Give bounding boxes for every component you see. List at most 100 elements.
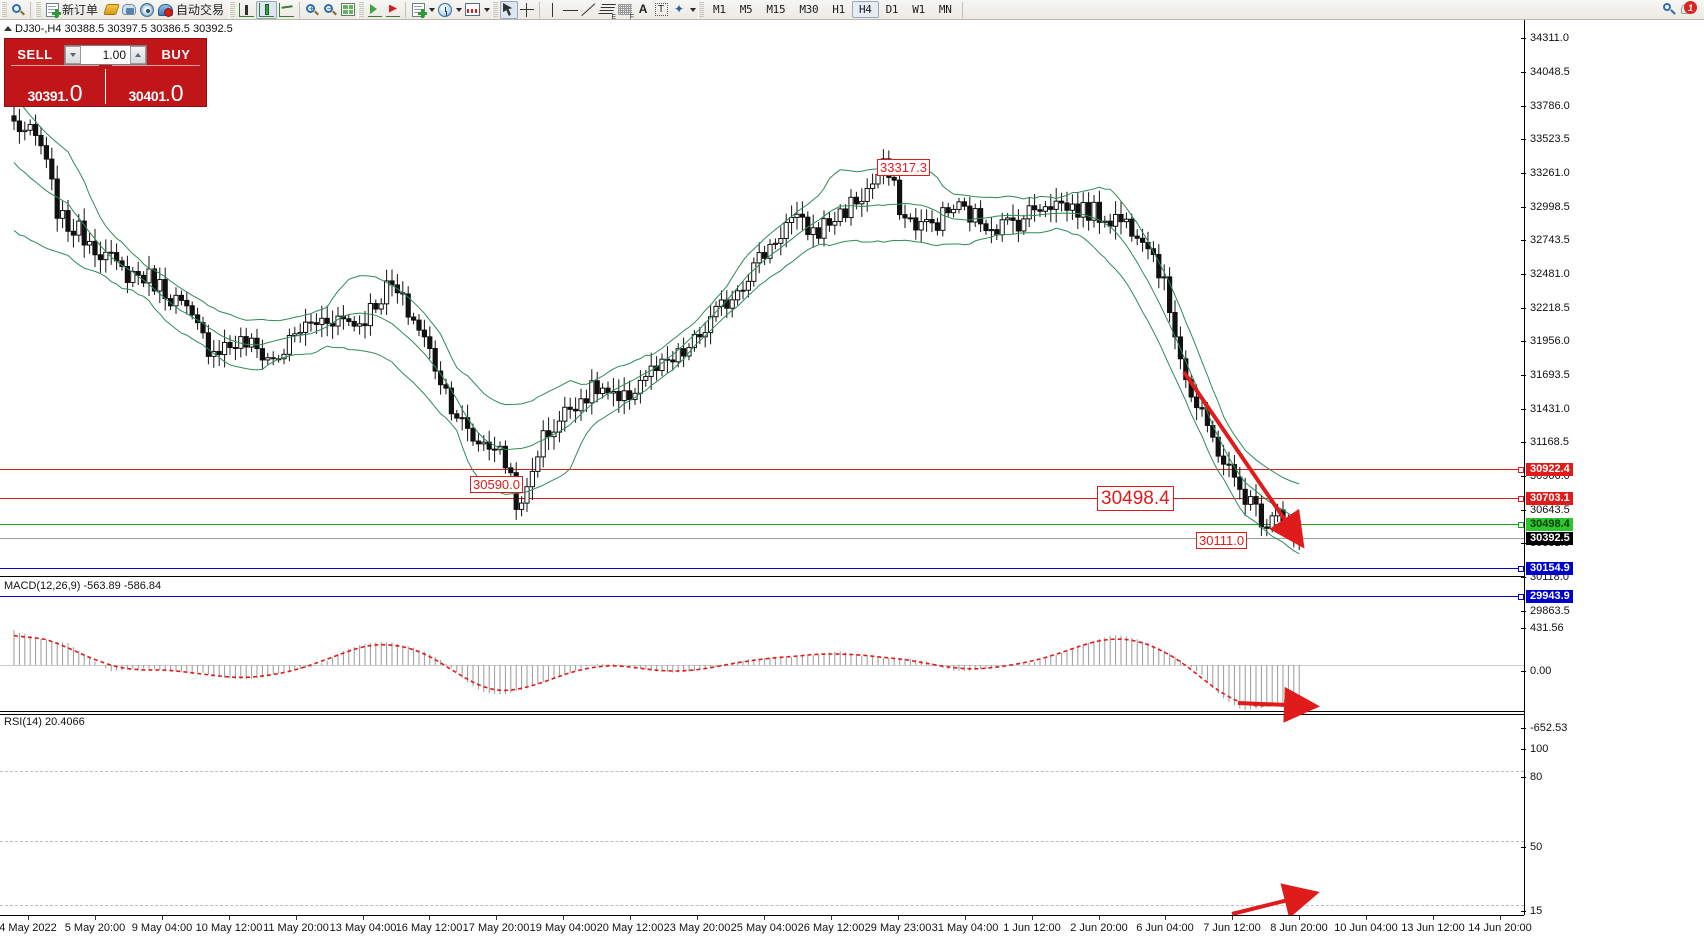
toolbar-grip-3[interactable] bbox=[229, 1, 236, 18]
objects-icon[interactable]: ✦ bbox=[674, 1, 685, 16]
price-axis-tick bbox=[1521, 628, 1526, 629]
price-axis-tick bbox=[1521, 409, 1526, 410]
time-axis-tick bbox=[898, 915, 899, 920]
objects-chevron-down-icon[interactable] bbox=[688, 8, 697, 12]
new-order-label[interactable]: 新订单 bbox=[62, 3, 99, 17]
annotation-30498[interactable]: 30498.4 bbox=[1097, 486, 1174, 511]
timeframe-w1[interactable]: W1 bbox=[912, 3, 925, 16]
time-axis-tick bbox=[496, 915, 497, 920]
price-axis-label: -652.53 bbox=[1530, 722, 1568, 734]
price-level-tag[interactable]: 29943.9 bbox=[1526, 590, 1573, 603]
price-axis-tick bbox=[1521, 671, 1526, 672]
timeframe-d1[interactable]: D1 bbox=[885, 3, 899, 16]
price-axis-label: 100 bbox=[1530, 743, 1549, 755]
trendline-icon[interactable] bbox=[580, 1, 598, 19]
annotation-33317[interactable]: 33317.3 bbox=[877, 159, 930, 176]
search-icon[interactable] bbox=[1660, 1, 1678, 19]
period-chevron-down-icon[interactable] bbox=[454, 8, 463, 12]
notifications-icon[interactable]: 1 bbox=[1678, 1, 1698, 19]
chart-autoscroll-icon[interactable] bbox=[384, 1, 402, 19]
time-axis-label: 13 May 04:00 bbox=[329, 922, 397, 934]
cursor-magnifier-icon[interactable] bbox=[9, 1, 27, 19]
support-line-30154[interactable] bbox=[0, 566, 1524, 572]
add-indicator-chevron-down-icon[interactable] bbox=[427, 8, 436, 12]
vertical-line-icon[interactable] bbox=[543, 1, 561, 19]
current-price-line bbox=[0, 538, 1524, 539]
new-order-icon[interactable] bbox=[43, 1, 61, 19]
price-level-tag[interactable]: 30703.1 bbox=[1526, 492, 1573, 505]
signals-icon[interactable] bbox=[138, 1, 156, 19]
timeframe-mn[interactable]: MN bbox=[938, 3, 952, 16]
toolbar-separator-2 bbox=[299, 1, 301, 18]
macd-panel-bottom-separator bbox=[0, 711, 1524, 712]
timeframe-m30[interactable]: M30 bbox=[799, 3, 819, 16]
toolbar-grip[interactable] bbox=[1, 1, 7, 18]
price-level-tag[interactable]: 30154.9 bbox=[1526, 562, 1573, 575]
volume-value[interactable]: 1.00 bbox=[102, 47, 126, 62]
toolbar-grip-5[interactable] bbox=[492, 1, 499, 18]
autotrading-label[interactable]: 自动交易 bbox=[176, 3, 225, 17]
timeframe-m5[interactable]: M5 bbox=[739, 3, 753, 16]
price-axis-label: 30643.5 bbox=[1530, 504, 1570, 516]
toolbar-separator bbox=[30, 1, 31, 18]
buy-button[interactable]: BUY bbox=[161, 47, 191, 62]
support-line-30498[interactable] bbox=[0, 522, 1524, 528]
toolbar-grip-4[interactable] bbox=[358, 1, 365, 18]
price-level-tag[interactable]: 30392.5 bbox=[1526, 532, 1573, 545]
volume-stepper[interactable]: 1.00 bbox=[64, 44, 147, 65]
autotrading-icon[interactable] bbox=[156, 1, 175, 19]
expert-advisor-icon[interactable] bbox=[102, 1, 120, 19]
one-click-trading-panel[interactable]: SELL 1.00 BUY 30391 . 0 30401 bbox=[4, 38, 207, 107]
candlestick-chart-icon[interactable] bbox=[256, 0, 278, 19]
timeframe-m1[interactable]: M1 bbox=[713, 3, 726, 16]
tile-windows-icon[interactable] bbox=[339, 1, 357, 19]
line-chart-icon[interactable] bbox=[277, 1, 296, 19]
zoom-out-icon[interactable]: − bbox=[321, 1, 339, 19]
buy-underline bbox=[112, 65, 200, 66]
period-icon[interactable] bbox=[436, 1, 454, 19]
annotation-30111[interactable]: 30111.0 bbox=[1196, 532, 1248, 549]
price-axis-tick bbox=[1521, 375, 1526, 376]
annotation-30590[interactable]: 30590.0 bbox=[470, 476, 523, 493]
time-axis-label: 20 May 12:00 bbox=[596, 922, 664, 934]
data-center-icon[interactable] bbox=[120, 1, 138, 19]
sell-button[interactable]: SELL bbox=[17, 47, 53, 62]
support-line-29943[interactable] bbox=[0, 594, 1524, 600]
timeframe-m15[interactable]: M15 bbox=[766, 3, 786, 16]
buy-price[interactable]: 30401 . 0 bbox=[106, 65, 206, 106]
volume-decrease-button[interactable] bbox=[65, 45, 81, 64]
templates-icon[interactable] bbox=[463, 1, 482, 19]
add-indicator-icon[interactable] bbox=[409, 1, 427, 19]
chart-area[interactable]: DJ30-,H4 30388.5 30397.5 30386.5 30392.5 bbox=[0, 20, 1704, 941]
fibonacci-icon[interactable]: E bbox=[598, 1, 616, 21]
zoom-in-icon[interactable]: + bbox=[303, 1, 321, 19]
cursor-icon[interactable] bbox=[500, 0, 519, 19]
time-axis-line bbox=[0, 915, 1524, 916]
price-level-tag[interactable]: 30922.4 bbox=[1526, 463, 1573, 476]
time-axis-tick bbox=[296, 915, 297, 920]
time-axis-label: 1 Jun 12:00 bbox=[1003, 922, 1061, 934]
toolbar-grip-2[interactable] bbox=[35, 1, 41, 18]
volume-increase-button[interactable] bbox=[130, 45, 146, 64]
price-axis-label: 31431.0 bbox=[1530, 403, 1570, 415]
bar-chart-icon[interactable] bbox=[237, 1, 256, 19]
timeframe-h4[interactable]: H4 bbox=[851, 1, 879, 18]
collapse-triangle-icon[interactable] bbox=[4, 26, 12, 31]
resistance-line-30703[interactable] bbox=[0, 496, 1524, 502]
channel-icon[interactable]: F bbox=[616, 1, 634, 21]
macd-indicator-label: MACD(12,26,9) -563.89 -586.84 bbox=[4, 580, 162, 592]
crosshair-icon[interactable] bbox=[518, 1, 536, 19]
sell-price[interactable]: 30391 . 0 bbox=[5, 65, 105, 106]
buy-price-dot: . bbox=[165, 88, 170, 104]
resistance-line-30922[interactable] bbox=[0, 467, 1524, 473]
templates-chevron-down-icon[interactable] bbox=[482, 8, 491, 12]
text-box-icon[interactable]: T bbox=[652, 1, 670, 19]
toolbar-grip-6[interactable] bbox=[698, 1, 705, 18]
timeframe-h1[interactable]: H1 bbox=[832, 3, 845, 16]
time-axis-label: 8 Jun 20:00 bbox=[1270, 922, 1328, 934]
price-level-tag[interactable]: 30498.4 bbox=[1526, 518, 1573, 531]
horizontal-line-icon[interactable] bbox=[561, 1, 580, 19]
toolbar-separator-3 bbox=[405, 1, 407, 18]
text-label-icon[interactable]: A bbox=[638, 2, 648, 16]
chart-shift-icon[interactable] bbox=[366, 1, 384, 19]
